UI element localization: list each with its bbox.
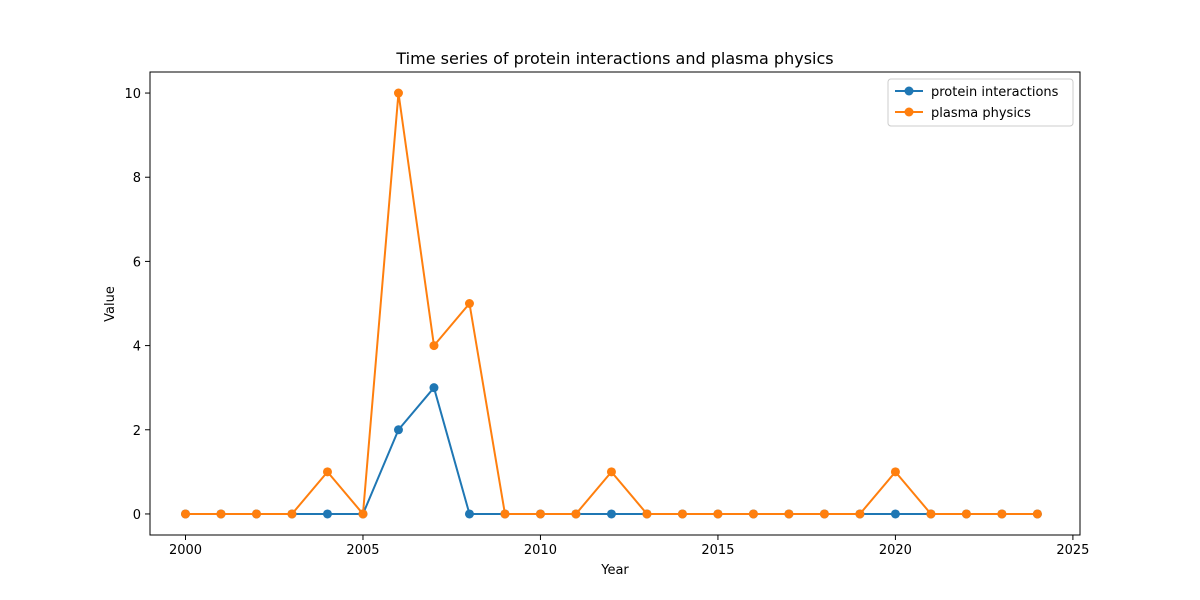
x-tick-label: 2015 xyxy=(701,543,734,558)
data-point-plasma-physics xyxy=(642,509,652,519)
data-point-plasma-physics xyxy=(393,88,403,98)
x-axis: 2000 2005 2010 2015 2020 2025 xyxy=(169,535,1089,558)
data-point-plasma-physics xyxy=(855,509,865,519)
data-point-plasma-physics xyxy=(358,509,368,519)
legend-marker-protein-interactions xyxy=(904,86,914,96)
data-point-plasma-physics xyxy=(500,509,510,519)
x-tick-label: 2025 xyxy=(1056,543,1089,558)
data-point-plasma-physics xyxy=(429,341,439,351)
y-tick-label: 6 xyxy=(133,255,141,270)
x-tick-label: 2010 xyxy=(524,543,557,558)
data-point-protein-interactions xyxy=(322,509,332,519)
data-point-plasma-physics xyxy=(819,509,829,519)
y-axis-label: Value xyxy=(103,286,118,322)
data-point-plasma-physics xyxy=(1032,509,1042,519)
chart-title: Time series of protein interactions and … xyxy=(395,49,833,68)
data-point-plasma-physics xyxy=(180,509,190,519)
data-point-plasma-physics xyxy=(961,509,971,519)
legend-label-plasma-physics: plasma physics xyxy=(931,106,1031,121)
y-tick-label: 0 xyxy=(133,508,141,523)
data-point-plasma-physics xyxy=(251,509,261,519)
data-point-plasma-physics xyxy=(216,509,226,519)
data-point-protein-interactions xyxy=(464,509,474,519)
y-tick-label: 4 xyxy=(133,340,141,355)
legend-label-protein-interactions: protein interactions xyxy=(931,85,1059,100)
x-tick-label: 2000 xyxy=(169,543,202,558)
data-point-plasma-physics xyxy=(464,299,474,308)
data-point-plasma-physics xyxy=(748,509,758,519)
data-point-protein-interactions xyxy=(606,509,616,519)
legend-box xyxy=(887,78,1074,127)
legend: protein interactions plasma physics xyxy=(887,78,1074,127)
y-tick-label: 8 xyxy=(133,171,141,186)
y-tick-label: 10 xyxy=(124,87,141,102)
data-point-protein-interactions xyxy=(393,425,403,435)
data-point-plasma-physics xyxy=(606,467,616,477)
data-point-plasma-physics xyxy=(890,467,900,477)
y-tick-label: 2 xyxy=(133,424,141,439)
data-point-plasma-physics xyxy=(535,509,545,519)
data-point-plasma-physics xyxy=(997,509,1007,519)
data-point-protein-interactions xyxy=(890,509,900,519)
plot-frame xyxy=(149,71,1081,536)
data-point-protein-interactions xyxy=(429,383,439,393)
data-point-plasma-physics xyxy=(784,509,794,519)
x-tick-label: 2020 xyxy=(879,543,912,558)
legend-marker-plasma-physics xyxy=(904,107,914,117)
data-point-plasma-physics xyxy=(322,467,332,477)
data-point-plasma-physics xyxy=(287,509,297,519)
data-point-plasma-physics xyxy=(926,509,936,519)
x-tick-label: 2005 xyxy=(346,543,379,558)
x-axis-label: Year xyxy=(600,563,629,578)
y-axis: 0 2 4 6 8 10 xyxy=(124,87,150,523)
data-point-plasma-physics xyxy=(713,509,723,519)
data-point-plasma-physics xyxy=(677,509,687,519)
series-layer xyxy=(180,88,1042,519)
plot-area xyxy=(149,71,1081,536)
data-point-plasma-physics xyxy=(571,509,581,519)
